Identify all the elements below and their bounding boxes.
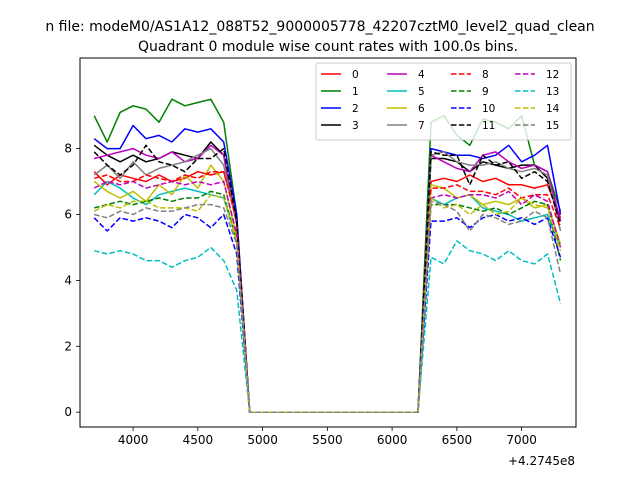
legend-label-4: 4 [418,69,425,81]
legend-label-3: 3 [352,120,359,132]
legend-label-7: 7 [418,120,425,132]
legend-label-1: 1 [352,86,359,98]
legend-label-6: 6 [418,103,425,115]
legend-label-9: 9 [482,86,489,98]
series-line-13 [94,240,562,413]
ticks-layer: 4000 4500 5000 5500 6000 6500 7000 0 2 4 6 8 [64,142,537,447]
x-offset-label: +4.2745e8 [508,454,575,468]
legend-label-0: 0 [352,69,359,81]
x-tick-label: 6500 [442,433,473,447]
axes-frame [79,57,577,428]
y-tick-label: 8 [64,142,72,156]
y-tick-label: 0 [64,405,72,419]
x-tick-label: 4000 [118,433,149,447]
y-tick-label: 4 [64,273,72,287]
x-tick-label: 4500 [183,433,214,447]
y-tick-label: 6 [64,207,72,221]
series-line-15 [94,200,562,413]
x-tick-label: 7000 [506,433,537,447]
legend-label-10: 10 [482,103,495,115]
legend-label-14: 14 [546,103,560,115]
legend-label-2: 2 [352,103,359,115]
series-layer [93,98,562,413]
legend-label-5: 5 [418,86,425,98]
legend-frame [315,62,572,141]
legend-label-12: 12 [546,69,559,81]
legend-label-13: 13 [546,86,559,98]
legend-label-11: 11 [482,120,495,132]
x-tick-label: 6000 [377,433,408,447]
y-tick-label: 2 [64,339,72,353]
legend-label-15: 15 [546,120,559,132]
x-tick-label: 5500 [312,433,343,447]
figure-suptitle: n file: modeM0/AS1A12_088T52_9000005778_… [45,19,594,35]
x-tick-label: 5000 [247,433,278,447]
plot-title: Quadrant 0 module wise count rates with … [138,39,518,55]
legend-label-8: 8 [482,69,489,81]
